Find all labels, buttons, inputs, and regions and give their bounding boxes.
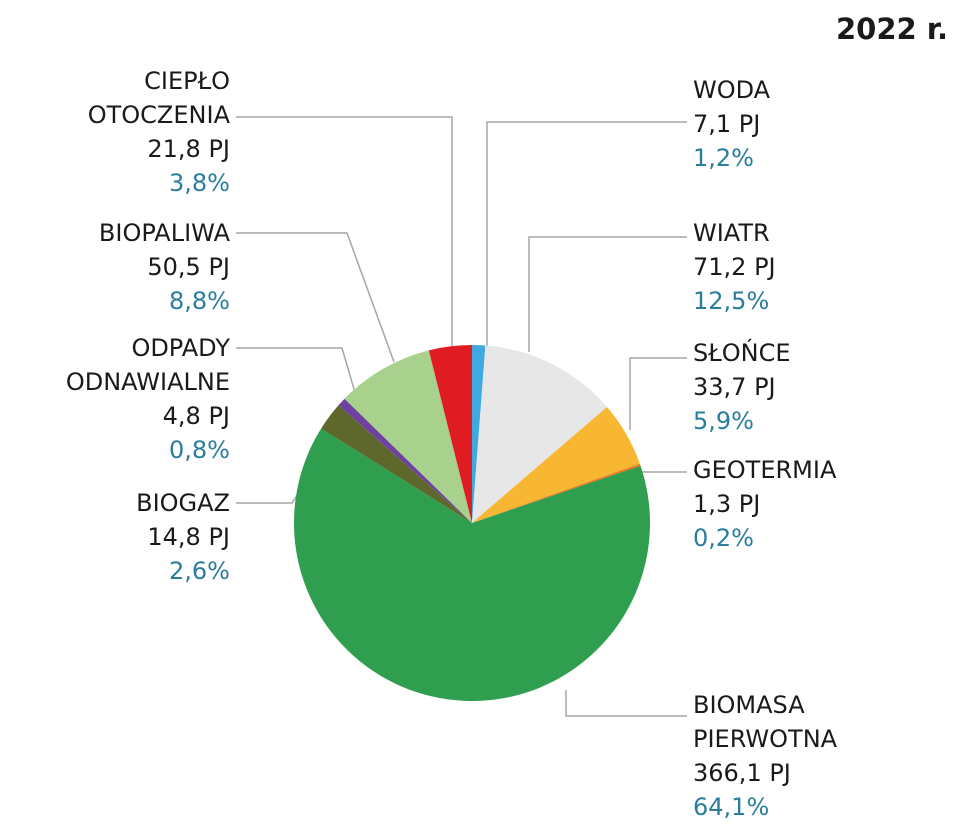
leader-line-biomasa-pierwotna — [565, 690, 687, 717]
slice-label-percent: 12,5% — [693, 287, 770, 315]
callout-wiatr: WIATR 71,2 PJ 12,5% — [693, 216, 943, 318]
slice-label-name: GEOTERMIA — [693, 456, 837, 484]
slice-label-value: 366,1 PJ — [693, 759, 791, 787]
slice-label-percent: 5,9% — [693, 407, 754, 435]
slice-label-value: 71,2 PJ — [693, 253, 776, 281]
callout-geotermia: GEOTERMIA 1,3 PJ 0,2% — [693, 453, 943, 555]
pie-slice-wiatr — [472, 345, 607, 523]
pie-slice-biogaz — [321, 405, 472, 523]
slice-label-value: 14,8 PJ — [147, 523, 230, 551]
slice-label-percent: 3,8% — [169, 169, 230, 197]
slice-label-percent: 64,1% — [693, 793, 770, 821]
callout-odpady-odnawialne: ODPADY ODNAWIALNE 4,8 PJ 0,8% — [0, 331, 230, 467]
pie-slice-biopaliwa — [344, 350, 472, 523]
slice-label-name: BIOMASA PIERWOTNA — [693, 691, 838, 753]
slice-label-name: ODPADY ODNAWIALNE — [65, 334, 230, 396]
leader-line-slonce — [629, 357, 687, 430]
slice-label-value: 4,8 PJ — [162, 402, 230, 430]
slice-label-name: SŁOŃCE — [693, 339, 791, 367]
callout-slonce: SŁOŃCE 33,7 PJ 5,9% — [693, 336, 943, 438]
callout-woda: WODA 7,1 PJ 1,2% — [693, 73, 943, 175]
pie-slice-odpady-odnawialne — [338, 398, 472, 523]
leader-line-cieplo-otoczenia — [236, 116, 453, 350]
leader-line-woda — [486, 121, 687, 350]
slice-label-percent: 0,2% — [693, 524, 754, 552]
callout-biomasa-pierwotna: BIOMASA PIERWOTNA 366,1 PJ 64,1% — [693, 688, 943, 824]
slice-label-name: WIATR — [693, 219, 770, 247]
chart-year-title: 2022 r. — [836, 12, 948, 46]
slice-label-value: 7,1 PJ — [693, 110, 761, 138]
leader-line-wiatr — [528, 236, 687, 352]
slice-label-name: WODA — [693, 76, 771, 104]
pie-slice-geotermia — [472, 463, 641, 523]
pie-slice-biomasa-pierwotna — [293, 428, 650, 702]
callout-cieplo-otoczenia: CIEPŁO OTOCZENIA 21,8 PJ 3,8% — [0, 64, 230, 200]
slice-label-value: 21,8 PJ — [147, 135, 230, 163]
slice-label-percent: 1,2% — [693, 144, 754, 172]
slice-label-name: BIOPALIWA — [98, 219, 230, 247]
slice-label-percent: 8,8% — [169, 287, 230, 315]
slice-label-percent: 2,6% — [169, 557, 230, 585]
callout-biogaz: BIOGAZ 14,8 PJ 2,6% — [0, 486, 230, 588]
slice-label-value: 33,7 PJ — [693, 373, 776, 401]
slice-label-percent: 0,8% — [169, 436, 230, 464]
leader-line-biopaliwa — [236, 232, 395, 363]
slice-label-name: BIOGAZ — [136, 489, 230, 517]
slice-label-value: 50,5 PJ — [147, 253, 230, 281]
pie-slice-s-o-ce — [472, 406, 640, 523]
callout-biopaliwa: BIOPALIWA 50,5 PJ 8,8% — [0, 216, 230, 318]
pie-slice-ciep-o-otoczenia — [428, 345, 472, 523]
slice-label-value: 1,3 PJ — [693, 490, 761, 518]
slice-label-name: CIEPŁO OTOCZENIA — [87, 67, 230, 129]
pie-slice-woda — [472, 345, 486, 523]
